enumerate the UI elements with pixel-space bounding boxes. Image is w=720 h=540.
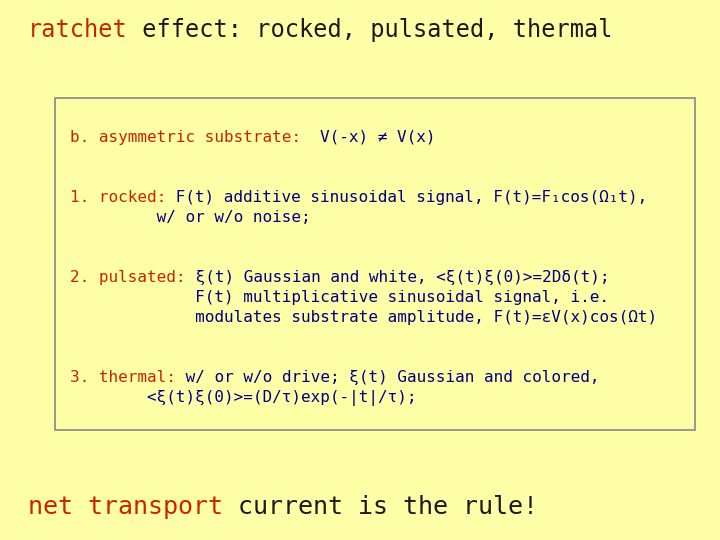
Text: 3. thermal:: 3. thermal:: [70, 370, 176, 385]
Text: F(t) additive sinusoidal signal, F(t)=F₁cos(Ω₁t),: F(t) additive sinusoidal signal, F(t)=F₁…: [166, 190, 647, 205]
Text: modulates substrate amplitude, F(t)=εV(x)cos(Ωt): modulates substrate amplitude, F(t)=εV(x…: [70, 310, 657, 325]
Text: 2. pulsated:: 2. pulsated:: [70, 270, 186, 285]
Text: <ξ(t)ξ(0)>=(D/τ)exp(-|t|/τ);: <ξ(t)ξ(0)>=(D/τ)exp(-|t|/τ);: [70, 390, 416, 406]
Text: V(-x) ≠ V(x): V(-x) ≠ V(x): [320, 130, 436, 145]
Text: 1. rocked:: 1. rocked:: [70, 190, 166, 205]
Text: ξ(t) Gaussian and white, <ξ(t)ξ(0)>=2Dδ(t);: ξ(t) Gaussian and white, <ξ(t)ξ(0)>=2Dδ(…: [186, 270, 609, 285]
Text: w/ or w/o noise;: w/ or w/o noise;: [70, 210, 310, 225]
Text: effect: rocked, pulsated, thermal: effect: rocked, pulsated, thermal: [127, 18, 612, 42]
Text: F(t) multiplicative sinusoidal signal, i.e.: F(t) multiplicative sinusoidal signal, i…: [70, 290, 609, 305]
Text: net transport: net transport: [28, 495, 223, 519]
Text: current is the rule!: current is the rule!: [223, 495, 538, 519]
Text: w/ or w/o drive; ξ(t) Gaussian and colored,: w/ or w/o drive; ξ(t) Gaussian and color…: [176, 370, 599, 385]
Bar: [55, 98, 695, 430]
Text: ratchet: ratchet: [28, 18, 127, 42]
Text: b. asymmetric substrate:: b. asymmetric substrate:: [70, 130, 320, 145]
